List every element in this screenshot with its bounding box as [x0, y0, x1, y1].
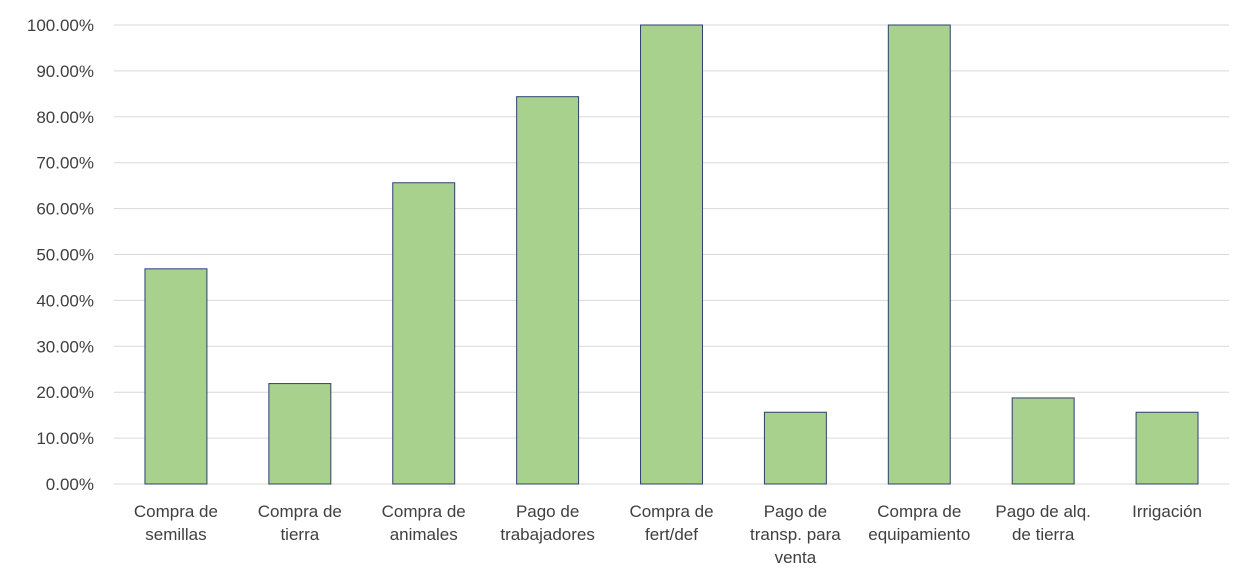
y-tick-label: 10.00%	[36, 429, 94, 448]
y-tick-label: 70.00%	[36, 154, 94, 173]
x-tick-label-line: animales	[390, 525, 458, 544]
y-tick-label: 40.00%	[36, 291, 94, 310]
x-tick-label-line: Compra de	[134, 502, 218, 521]
x-tick-label-line: trabajadores	[500, 525, 595, 544]
x-tick-label-line: Pago de	[764, 502, 827, 521]
x-tick-label: Compra de semillas	[134, 502, 218, 544]
y-tick-label: 60.00%	[36, 200, 94, 219]
bar	[887, 24, 951, 485]
bar	[516, 96, 580, 485]
x-tick-label-line: Pago de	[516, 502, 579, 521]
x-tick-label: Compra de equipamiento	[868, 502, 970, 544]
y-tick-label: 80.00%	[36, 108, 94, 127]
x-tick-label-line: tierra	[280, 525, 319, 544]
x-tick-label-line: Compra de	[382, 502, 466, 521]
bar	[144, 268, 208, 485]
x-tick-label-line: Compra de	[629, 502, 713, 521]
x-tick-label-line: Compra de	[877, 502, 961, 521]
x-tick-label-line: transp. para	[750, 525, 841, 544]
bar	[392, 182, 456, 485]
bar	[640, 24, 703, 485]
x-tick-label: Irrigación	[1132, 502, 1202, 521]
bars	[144, 24, 1199, 485]
y-tick-label: 50.00%	[36, 246, 94, 265]
bar	[268, 383, 332, 485]
x-tick-label-line: equipamiento	[868, 525, 970, 544]
x-tick-label: Pago de transp. para venta	[750, 502, 841, 567]
x-tick-label-line: Irrigación	[1132, 502, 1202, 521]
x-tick-label: Pago de alq. de tierra	[995, 502, 1090, 544]
x-tick-label: Pago de trabajadores	[500, 502, 595, 544]
x-tick-label: Compra de animales	[382, 502, 466, 544]
bar	[1011, 397, 1075, 485]
y-tick-label: 30.00%	[36, 337, 94, 356]
x-tick-label: Compra de tierra	[258, 502, 342, 544]
x-tick-label: Compra de fert/def	[629, 502, 713, 544]
x-tick-label-line: Pago de alq.	[995, 502, 1090, 521]
bar	[763, 411, 827, 485]
y-tick-label: 100.00%	[27, 16, 94, 35]
x-tick-label-line: fert/def	[645, 525, 698, 544]
bar	[1135, 411, 1199, 485]
y-tick-label: 20.00%	[36, 383, 94, 402]
y-tick-label: 0.00%	[46, 475, 94, 494]
x-tick-label-line: de tierra	[1012, 525, 1075, 544]
x-tick-label-line: venta	[775, 548, 817, 567]
x-tick-label-line: semillas	[145, 525, 206, 544]
y-axis-ticks: 0.00% 10.00% 20.00% 30.00% 40.00% 50.00% 60.00…	[27, 16, 94, 494]
y-tick-label: 90.00%	[36, 62, 94, 81]
x-tick-label-line: Compra de	[258, 502, 342, 521]
